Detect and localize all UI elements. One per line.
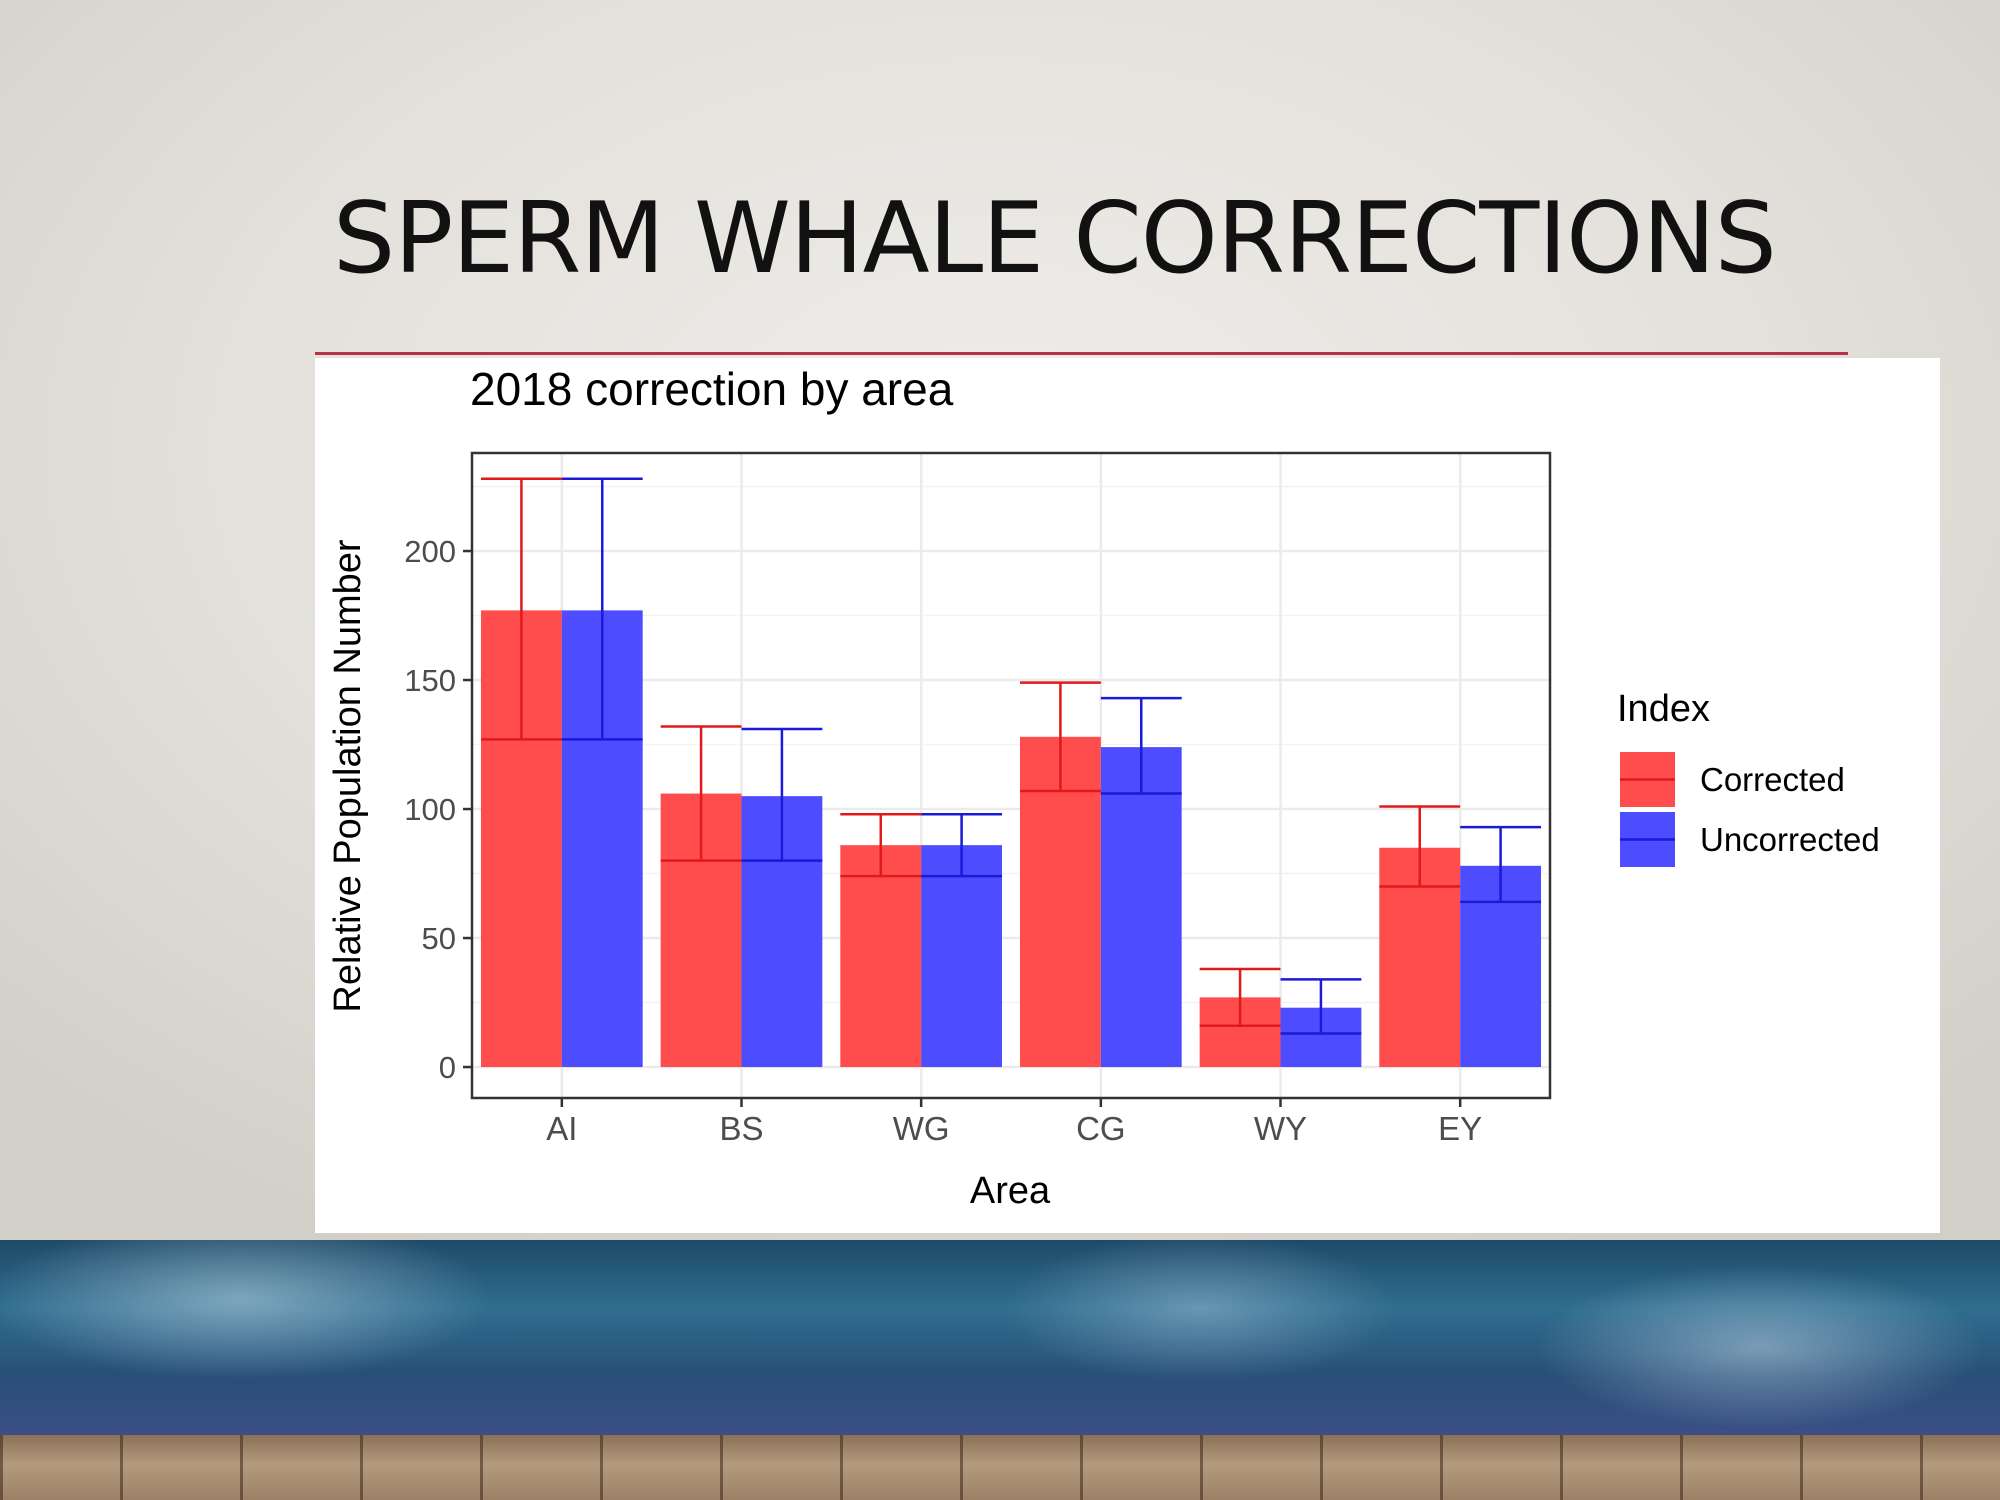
- y-tick-label: 150: [404, 663, 456, 698]
- y-tick-label: 100: [404, 792, 456, 827]
- error-bar-uncorrected-ey: [1460, 825, 1542, 904]
- error-bar-corrected-wg: [840, 812, 922, 878]
- title-divider: [315, 352, 1848, 355]
- legend-label: Corrected: [1700, 761, 1845, 798]
- bar-uncorrected-wg: [921, 845, 1003, 1068]
- error-bar-uncorrected-cg: [1100, 696, 1182, 795]
- error-bar-corrected-ey: [1379, 805, 1461, 888]
- chart-panel: 2018 correction by area 0 50 100 150 200 AI BS…: [315, 358, 1940, 1233]
- x-tick-label: AI: [546, 1110, 577, 1147]
- y-tick-label: 50: [422, 921, 456, 956]
- chart-title: 2018 correction by area: [470, 363, 954, 415]
- y-tick-label: 0: [439, 1050, 456, 1085]
- x-tick-label: BS: [719, 1110, 763, 1147]
- legend-title: Index: [1617, 688, 1710, 730]
- plot-border: [470, 451, 1552, 1100]
- ocean-wave-image: [0, 1240, 2000, 1435]
- legend-item-corrected: Corrected: [1620, 752, 1845, 807]
- error-bar-uncorrected-bs: [741, 727, 823, 862]
- error-bar-uncorrected-wy: [1280, 978, 1362, 1035]
- y-tick-label: 200: [404, 534, 456, 569]
- wooden-floor-image: [0, 1435, 2000, 1500]
- error-bar-corrected-cg: [1019, 681, 1101, 793]
- legend-label: Uncorrected: [1700, 821, 1880, 858]
- bar-uncorrected-cg: [1100, 747, 1182, 1068]
- x-tick-label: CG: [1076, 1110, 1126, 1147]
- slide-title: SPERM WHALE CORRECTIONS: [333, 182, 1777, 296]
- error-bar-corrected-wy: [1199, 967, 1281, 1028]
- error-bar-corrected-ai: [480, 477, 562, 741]
- x-axis-label: Area: [970, 1170, 1051, 1212]
- legend: Index Corrected Uncorrected: [1617, 688, 1880, 867]
- x-tick-label: WY: [1254, 1110, 1307, 1147]
- x-tick-label: EY: [1438, 1110, 1482, 1147]
- error-bar-corrected-bs: [660, 725, 742, 862]
- y-axis-label: Relative Population Number: [327, 539, 369, 1012]
- bar-chart: 2018 correction by area 0 50 100 150 200 AI BS…: [327, 363, 1880, 1212]
- legend-item-uncorrected: Uncorrected: [1620, 812, 1880, 867]
- error-bar-uncorrected-wg: [921, 812, 1003, 878]
- plot-area: 0 50 100 150 200 AI BS WG CG WY EY: [404, 451, 1552, 1147]
- x-tick-label: WG: [893, 1110, 950, 1147]
- error-bar-uncorrected-ai: [561, 477, 643, 741]
- bar-corrected-wg: [840, 845, 922, 1068]
